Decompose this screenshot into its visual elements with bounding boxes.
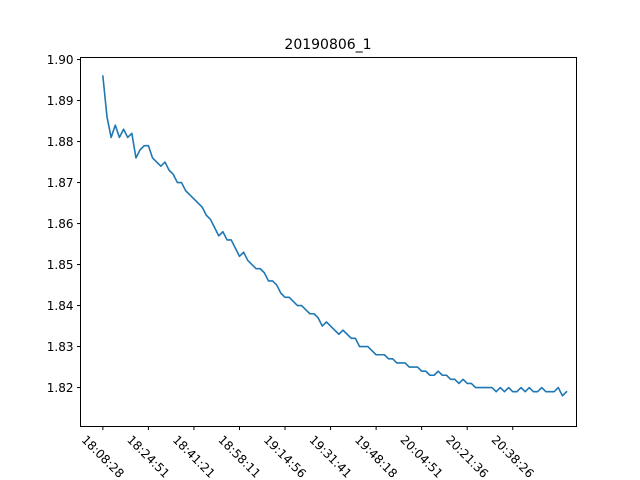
x-tick-label: 20:21:36: [443, 433, 491, 480]
plot-frame: [80, 57, 577, 427]
y-tick-label: 1.88: [47, 135, 74, 149]
x-tick-label: 18:24:51: [124, 433, 172, 480]
x-axis: 18:08:2818:24:5118:41:2118:58:1119:14:56…: [79, 426, 537, 480]
series-layer: [102, 75, 568, 397]
y-tick-label: 1.82: [47, 381, 74, 395]
y-tick-label: 1.90: [47, 53, 74, 67]
x-tick-label: 18:58:11: [215, 433, 263, 480]
x-tick-label: 19:48:18: [352, 433, 400, 480]
x-tick-label: 18:08:28: [79, 433, 127, 480]
chart-title: 20190806_1: [284, 37, 371, 53]
y-tick-label: 1.84: [47, 299, 74, 313]
series-line-0: [102, 75, 568, 397]
x-tick-label: 18:41:21: [170, 433, 218, 480]
y-tick-label: 1.89: [47, 94, 74, 108]
x-tick-label: 20:04:51: [398, 433, 446, 480]
y-tick-label: 1.85: [47, 258, 74, 272]
x-tick-label: 20:38:26: [489, 433, 537, 480]
x-tick-label: 19:14:56: [261, 433, 309, 480]
y-tick-label: 1.86: [47, 217, 74, 231]
y-axis: 1.82 1.83 1.84 1.85 1.86 1.87 1.88 1.89 1.90: [47, 53, 81, 395]
x-tick-label: 19:31:41: [306, 433, 354, 480]
y-tick-label: 1.83: [47, 340, 74, 354]
y-tick-label: 1.87: [47, 176, 74, 190]
